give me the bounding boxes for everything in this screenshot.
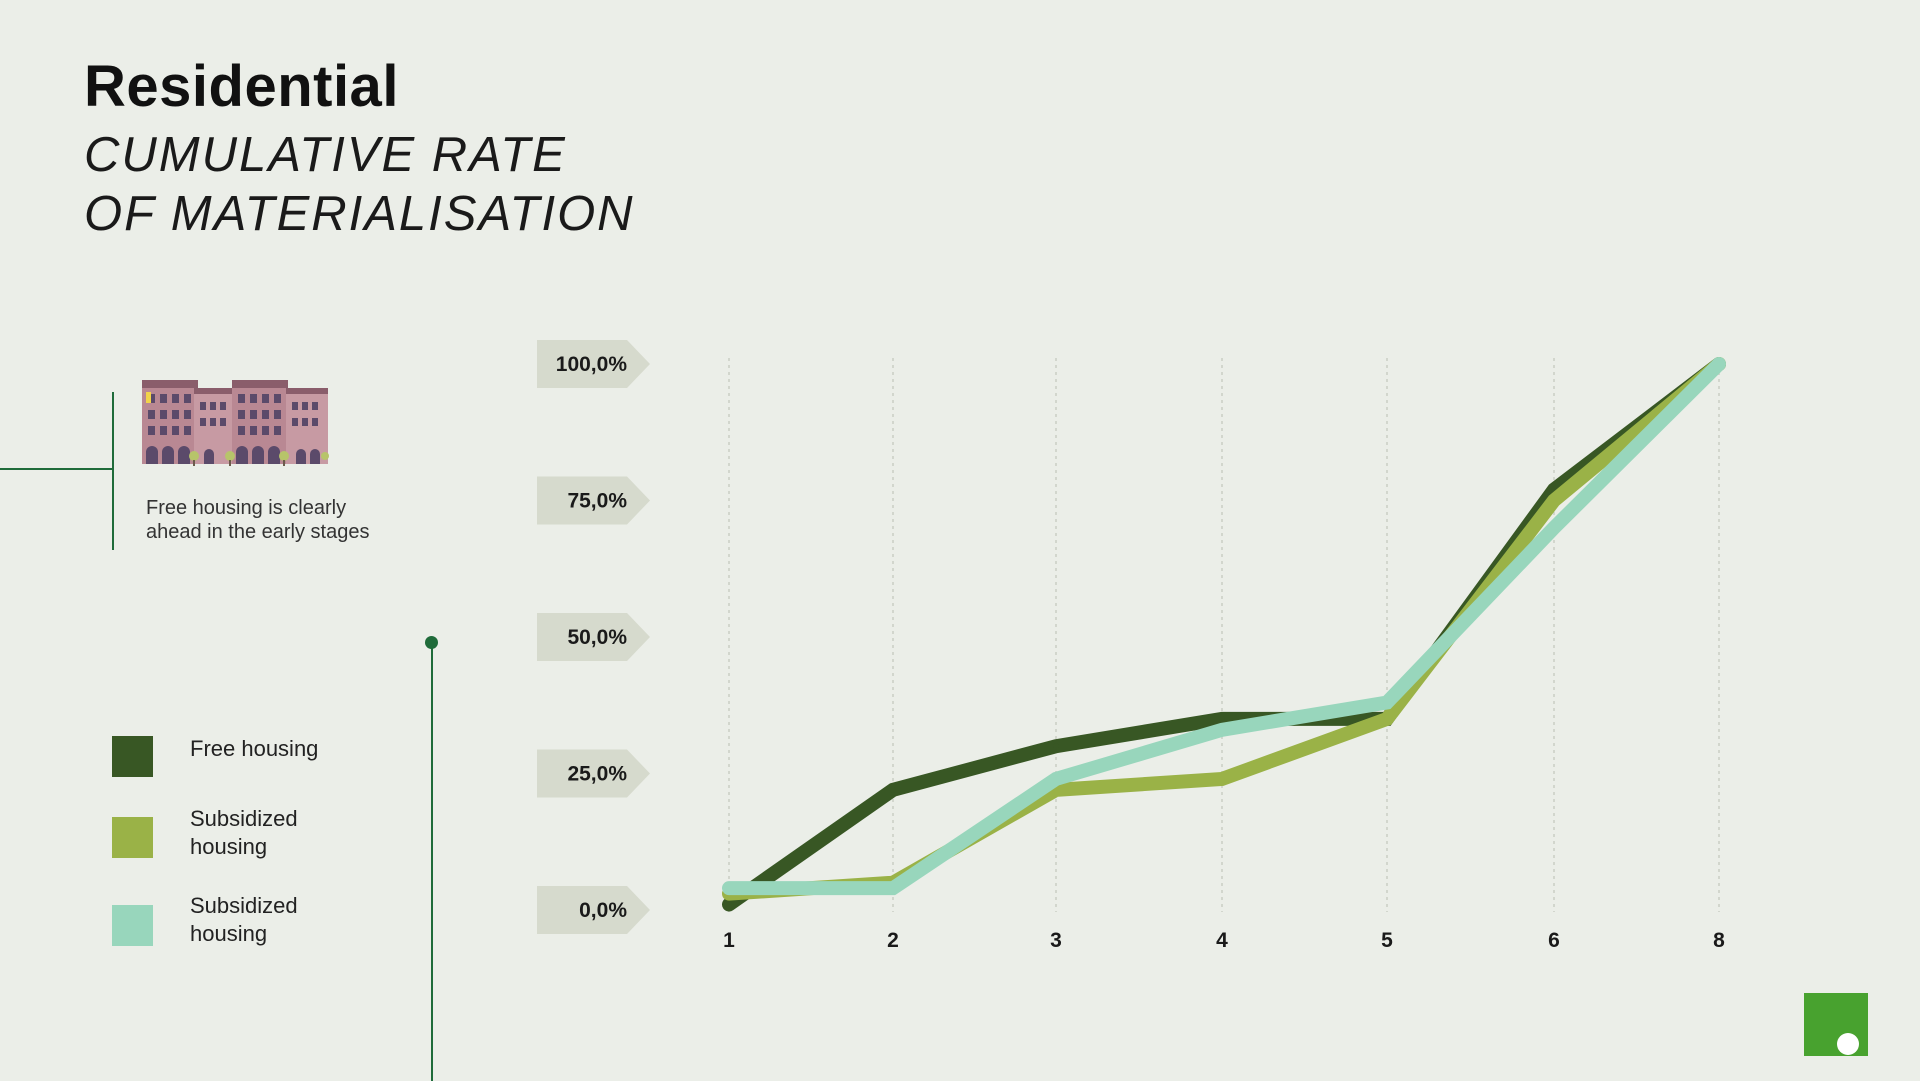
decorative-vertical-line (112, 392, 114, 550)
legend-item-subsidized-housing-2: Subsidized housing (112, 892, 442, 952)
series-line-1 (722, 357, 1726, 912)
brand-logo-icon (1804, 993, 1868, 1056)
legend-item-free-housing: Free housing (112, 735, 442, 795)
x-tick-label: 1 (723, 929, 735, 952)
logo-dot (1837, 1033, 1859, 1055)
legend-item-subsidized-housing-1: Subsidized housing (112, 805, 442, 865)
series-1-point (1219, 715, 1225, 722)
series-3-point (890, 885, 896, 892)
x-tick-label: 8 (1713, 929, 1725, 952)
y-tick-label: 75,0% (567, 490, 627, 513)
note-text: Free housing is clearly ahead in the ear… (146, 497, 370, 543)
legend-label-subsidized-housing-2: Subsidized housing (190, 893, 298, 946)
series-1-point (1053, 743, 1059, 750)
y-tick-label: 100,0% (556, 353, 628, 376)
x-tick-label: 3 (1050, 929, 1062, 952)
subtitle-line-1: CUMULATIVE RATE (84, 128, 567, 182)
series-3-point (1384, 699, 1390, 706)
decorative-dot (425, 636, 438, 649)
series-2-point (1219, 775, 1225, 782)
series-3-point (1716, 361, 1722, 367)
series-3-point (1219, 726, 1225, 733)
page-title: Residential (84, 54, 399, 119)
series-line-2 (722, 357, 1726, 901)
legend-swatch-subsidized-housing-1 (112, 817, 153, 858)
y-tick-tag (537, 886, 650, 934)
decorative-dot-line (431, 645, 433, 1081)
y-tick-label: 0,0% (579, 899, 627, 922)
x-tick-label: 6 (1548, 929, 1560, 952)
y-tick-label: 25,0% (567, 763, 627, 786)
y-tick-tag (537, 340, 650, 388)
y-tick-tag (537, 613, 650, 661)
subtitle-line-2: OF MATERIALISATION (84, 187, 635, 241)
x-tick-label: 4 (1216, 929, 1228, 952)
series-3-point (1053, 775, 1059, 782)
legend-swatch-subsidized-housing-2 (112, 905, 153, 946)
series-1-point (726, 901, 732, 908)
series-3-point (1551, 524, 1557, 531)
legend-label-free-housing: Free housing (190, 736, 319, 761)
series-1-point (890, 786, 896, 793)
decorative-horizontal-line (0, 468, 113, 470)
series-2-point (1384, 715, 1390, 722)
y-tick-label: 50,0% (567, 626, 627, 649)
page-subtitle: CUMULATIVE RATE OF MATERIALISATION (84, 126, 635, 244)
x-tick-label: 5 (1381, 929, 1393, 952)
series-2-point (1551, 497, 1557, 504)
legend-label-subsidized-housing-1: Subsidized housing (190, 806, 298, 859)
series-line-3 (722, 357, 1726, 896)
building-illustration-icon (142, 380, 329, 466)
x-tick-label: 2 (887, 929, 899, 952)
y-tick-tag (537, 476, 650, 525)
legend-swatch-free-housing (112, 736, 153, 777)
y-tick-tag (537, 749, 650, 798)
series-3-point (726, 885, 732, 892)
